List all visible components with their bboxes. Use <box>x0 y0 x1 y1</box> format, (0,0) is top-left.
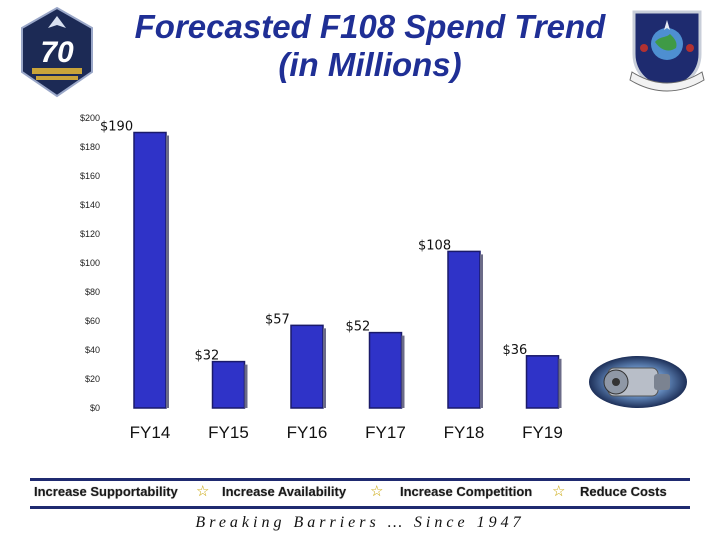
star-icon: ☆ <box>370 483 384 500</box>
category-label-fy15: FY15 <box>208 423 249 442</box>
bar-fy16 <box>290 324 324 409</box>
goal-competition: Increase Competition <box>400 484 533 499</box>
bar-fy19 <box>525 355 560 409</box>
y-tick-label: $60 <box>85 316 100 326</box>
category-label-fy18: FY18 <box>444 423 485 442</box>
y-tick-label: $180 <box>80 142 100 152</box>
y-tick-label: $200 <box>80 113 100 123</box>
data-label-fy18: $108 <box>418 238 451 253</box>
goal-reduce-costs: Reduce Costs <box>580 484 667 499</box>
data-label-fy16: $57 <box>265 312 290 327</box>
sustainment-center-shield-logo <box>629 10 705 92</box>
bar-shadow <box>244 364 248 408</box>
title-line-1: Forecasted F108 Spend Trend <box>134 8 606 45</box>
data-label-fy15: $32 <box>195 349 220 364</box>
y-tick-label: $140 <box>80 200 100 210</box>
tagline: Breaking Barriers … Since 1947 <box>195 514 525 531</box>
bar-shadow <box>401 335 405 408</box>
air-force-70-anniversary-logo: 70 <box>21 6 93 98</box>
data-label-fy17: $52 <box>346 320 371 335</box>
bar-shadow <box>323 328 326 408</box>
y-tick-label: $40 <box>85 345 100 355</box>
title-line-2: (in Millions) <box>278 46 462 83</box>
data-label-fy19: $36 <box>503 343 528 358</box>
bar-shadow <box>558 358 562 408</box>
footer-rule-top <box>30 478 690 481</box>
category-label-fy16: FY16 <box>287 423 328 442</box>
y-axis: $0 $20 $40 $60 $80 $100 $120 $140 $160 $180 $200 <box>80 113 100 413</box>
turbofan-engine-image <box>589 356 687 408</box>
footer-rule-bottom <box>30 506 690 509</box>
spend-bar-chart: $0 $20 $40 $60 $80 $100 $120 $140 $160 $180 $200 $… <box>80 113 563 442</box>
bar-series <box>133 131 562 409</box>
bar-fy14 <box>133 131 167 409</box>
data-labels: $190 $32 $57 $52 $108 $36 <box>100 120 527 364</box>
star-icon: ☆ <box>552 483 566 500</box>
y-tick-label: $160 <box>80 171 100 181</box>
page-title: Forecasted F108 Spend Trend (in Millions… <box>100 8 640 84</box>
x-axis: FY14 FY15 FY16 FY17 FY18 FY19 <box>130 423 563 442</box>
y-tick-label: $80 <box>85 287 100 297</box>
bar-shadow <box>480 254 483 408</box>
bar-fy15 <box>211 360 246 409</box>
y-tick-label: $0 <box>90 403 100 413</box>
bar-shadow <box>166 135 169 408</box>
bar-fy17 <box>368 331 403 409</box>
goal-supportability: Increase Supportability <box>34 484 178 499</box>
star-icon: ☆ <box>196 483 210 500</box>
y-tick-label: $120 <box>80 229 100 239</box>
data-label-fy14: $190 <box>100 120 133 135</box>
goals-bar: Increase Supportability ☆ Increase Avail… <box>30 483 690 502</box>
logo-badge-number: 70 <box>40 36 74 69</box>
category-label-fy14: FY14 <box>130 423 171 442</box>
y-tick-label: $20 <box>85 374 100 384</box>
goal-availability: Increase Availability <box>222 484 347 499</box>
category-label-fy19: FY19 <box>522 423 563 442</box>
y-tick-label: $100 <box>80 258 100 268</box>
bar-fy18 <box>447 250 481 409</box>
category-label-fy17: FY17 <box>365 423 406 442</box>
